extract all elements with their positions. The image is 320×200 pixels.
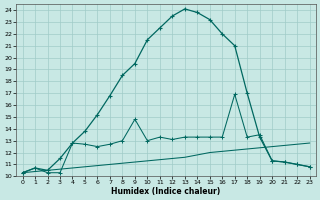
X-axis label: Humidex (Indice chaleur): Humidex (Indice chaleur)	[111, 187, 221, 196]
